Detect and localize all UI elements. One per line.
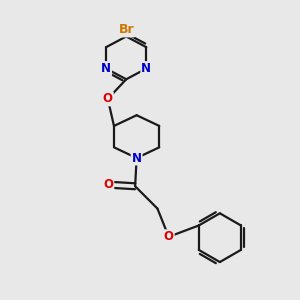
Text: O: O (164, 230, 174, 243)
Text: O: O (103, 92, 113, 105)
Text: O: O (103, 178, 113, 191)
Text: N: N (132, 152, 142, 164)
Text: Br: Br (118, 23, 134, 36)
Text: N: N (141, 62, 151, 75)
Text: N: N (101, 62, 111, 75)
